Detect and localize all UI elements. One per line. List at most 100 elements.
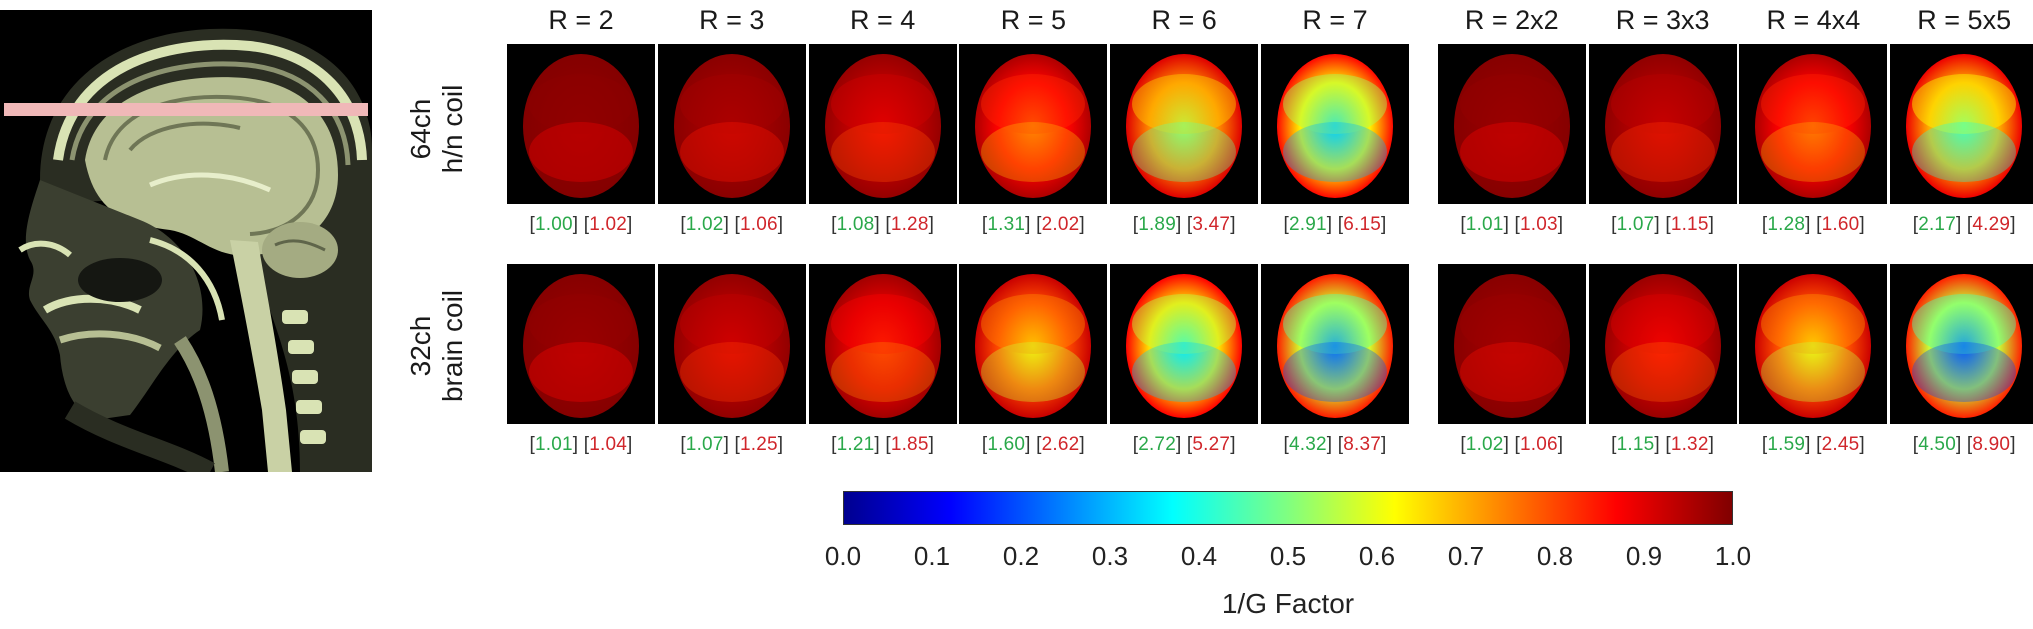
bracket: [: [1283, 214, 1289, 236]
gfactor-map: [657, 44, 806, 205]
colorbar-tick-label: 0.0: [824, 541, 862, 571]
gfactor-map: [507, 44, 655, 205]
column-header: R = 4: [849, 5, 916, 35]
bracket: [: [831, 214, 837, 236]
max-gfactor: 1.06: [740, 214, 778, 236]
max-gfactor: 1.04: [589, 433, 627, 455]
gfactor-values: [1.01] [1.04]: [507, 434, 655, 456]
gfactor-map: [1110, 44, 1259, 205]
alias-band: [1761, 293, 1866, 354]
gfactor-map: [1739, 44, 1888, 205]
colorbar-tick-label: 0.5: [1269, 541, 1307, 571]
gfactor-values: [2.91] [6.15]: [1261, 214, 1409, 236]
mean-gfactor: 1.00: [535, 214, 573, 236]
gfactor-values: [1.60] [2.62]: [959, 434, 1107, 456]
bracket: ] [: [1805, 433, 1822, 455]
bracket: [: [1611, 433, 1617, 455]
bracket: [: [1761, 214, 1768, 236]
mean-gfactor: 1.60: [987, 433, 1026, 455]
gfactor-map: [1890, 263, 2033, 424]
mean-gfactor: 1.08: [836, 214, 875, 236]
mean-gfactor: 1.21: [836, 433, 875, 455]
mean-gfactor: 1.01: [1465, 214, 1504, 236]
alias-band: [1132, 293, 1237, 354]
colorbar-tick-label: 0.8: [1536, 541, 1574, 571]
mean-gfactor: 1.89: [1138, 214, 1176, 236]
head-slice: [1906, 54, 2023, 199]
head-slice: [1604, 273, 1721, 418]
alias-band: [1610, 293, 1715, 354]
row-label-64ch: 64ch h/n coil: [405, 54, 469, 204]
row-label-line1: 64ch: [405, 98, 436, 160]
bracket: ] [: [874, 214, 891, 236]
bracket: ] [: [1503, 214, 1521, 236]
head-slice: [975, 273, 1092, 418]
bracket: ] [: [1654, 433, 1671, 455]
alias-band: [1283, 122, 1387, 183]
max-gfactor: 4.29: [1972, 214, 2011, 236]
alias-band: [1283, 341, 1387, 402]
gfactor-map: [1261, 44, 1409, 205]
bracket: ] [: [1326, 433, 1344, 455]
max-gfactor: 1.02: [589, 214, 627, 236]
bracket: ] [: [1025, 214, 1042, 236]
gfactor-map: [1437, 44, 1586, 205]
max-gfactor: 5.27: [1192, 433, 1231, 455]
bracket: ]: [627, 214, 633, 236]
alias-band: [830, 341, 935, 402]
bracket: [: [529, 214, 535, 236]
head-slice: [1755, 54, 1872, 199]
gfactor-map: [1588, 44, 1737, 205]
colorbar-tick-label: 0.7: [1447, 541, 1485, 571]
bracket: [: [1132, 433, 1139, 455]
bracket: ] [: [1955, 214, 1973, 236]
alias-band: [529, 122, 633, 183]
bracket: ] [: [874, 433, 891, 455]
row-label-line2: h/n coil: [437, 84, 468, 174]
bracket: [: [981, 433, 988, 455]
alias-band: [1761, 341, 1866, 402]
bracket: [: [680, 433, 686, 455]
gfactor-values: [1.89] [3.47]: [1110, 214, 1258, 236]
bracket: ]: [1381, 214, 1387, 236]
bracket: [: [1912, 214, 1919, 236]
alias-band: [1912, 293, 2017, 354]
colorbar-tick-label: 0.6: [1358, 541, 1396, 571]
bracket: ] [: [723, 214, 741, 236]
max-gfactor: 1.28: [890, 214, 929, 236]
gfactor-values: [1.08] [1.28]: [809, 214, 957, 236]
mean-gfactor: 1.28: [1767, 214, 1806, 236]
colorbar-tick-label: 1.0: [1714, 541, 1752, 571]
mean-gfactor: 1.15: [1616, 433, 1655, 455]
bracket: ] [: [1503, 433, 1521, 455]
alias-band: [1132, 341, 1237, 402]
colorbar-tick-label: 0.1: [913, 541, 951, 571]
mean-gfactor: 1.31: [987, 214, 1026, 236]
colorbar: [843, 491, 1733, 525]
max-gfactor: 2.62: [1041, 433, 1080, 455]
column-header: R = 3: [699, 5, 765, 35]
max-gfactor: 1.32: [1670, 433, 1709, 455]
max-gfactor: 6.15: [1343, 214, 1381, 236]
max-gfactor: 8.90: [1972, 433, 2011, 455]
bracket: ]: [1708, 214, 1715, 236]
column-header: R = 5x5: [1917, 5, 2012, 35]
alias-band: [981, 74, 1086, 135]
max-gfactor: 1.03: [1520, 214, 1558, 236]
bracket: ]: [1859, 214, 1865, 236]
mean-gfactor: 2.72: [1138, 433, 1176, 455]
head-slice: [824, 54, 941, 199]
gfactor-map: [959, 44, 1108, 205]
bracket: [: [1460, 214, 1466, 236]
gfactor-values: [1.59] [2.45]: [1739, 434, 1887, 456]
alias-band: [679, 122, 784, 183]
gfactor-values: [1.31] [2.02]: [959, 214, 1107, 236]
column-header: R = 3x3: [1615, 5, 1710, 35]
bracket: [: [1460, 433, 1466, 455]
slice-position-line: [4, 103, 368, 116]
max-gfactor: 1.06: [1520, 433, 1558, 455]
colorbar-tick-label: 0.9: [1625, 541, 1663, 571]
column-header: R = 6: [1151, 5, 1217, 35]
bracket: [: [529, 433, 535, 455]
